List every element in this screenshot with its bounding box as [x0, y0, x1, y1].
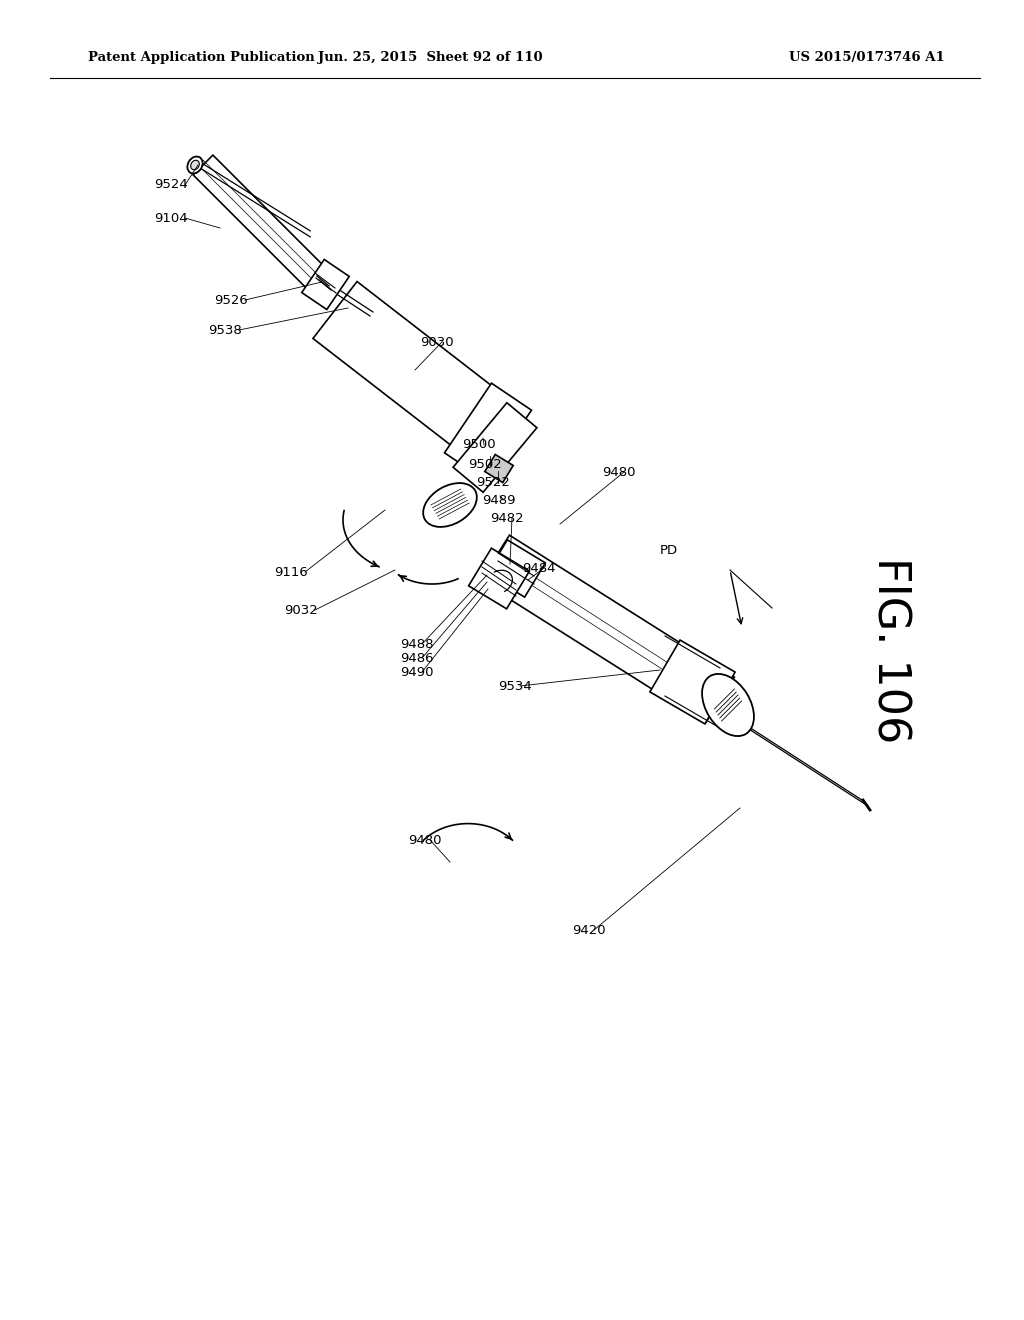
Text: 9480: 9480 — [602, 466, 636, 479]
Text: 9484: 9484 — [522, 561, 555, 574]
Text: 9538: 9538 — [208, 323, 242, 337]
Text: 9482: 9482 — [490, 511, 523, 524]
Polygon shape — [650, 640, 735, 723]
Text: 9534: 9534 — [498, 680, 531, 693]
Text: 9104: 9104 — [155, 211, 188, 224]
Text: 9420: 9420 — [572, 924, 605, 936]
Text: 9032: 9032 — [285, 603, 318, 616]
Ellipse shape — [423, 483, 477, 527]
Text: 9526: 9526 — [214, 293, 248, 306]
Text: 9030: 9030 — [420, 335, 454, 348]
Text: 9522: 9522 — [476, 477, 510, 490]
Text: 9489: 9489 — [482, 494, 515, 507]
Polygon shape — [453, 403, 537, 492]
Ellipse shape — [702, 675, 754, 737]
Polygon shape — [480, 535, 734, 723]
Text: 9502: 9502 — [468, 458, 502, 471]
Ellipse shape — [190, 160, 200, 170]
Text: 9500: 9500 — [462, 438, 496, 451]
Text: Jun. 25, 2015  Sheet 92 of 110: Jun. 25, 2015 Sheet 92 of 110 — [317, 51, 543, 65]
Polygon shape — [484, 454, 513, 483]
Text: Patent Application Publication: Patent Application Publication — [88, 51, 314, 65]
Text: 9486: 9486 — [400, 652, 433, 664]
Text: US 2015/0173746 A1: US 2015/0173746 A1 — [790, 51, 945, 65]
Text: 9480: 9480 — [408, 833, 441, 846]
Text: PD: PD — [660, 544, 678, 557]
Text: 9524: 9524 — [155, 178, 188, 191]
Polygon shape — [302, 260, 349, 309]
Text: FIG. 106: FIG. 106 — [868, 557, 911, 743]
Polygon shape — [486, 540, 546, 597]
Text: 9490: 9490 — [400, 665, 433, 678]
Polygon shape — [444, 383, 531, 479]
Ellipse shape — [187, 157, 203, 173]
Text: 9116: 9116 — [274, 565, 308, 578]
Text: 9488: 9488 — [400, 638, 433, 651]
Polygon shape — [469, 548, 529, 609]
Polygon shape — [313, 281, 512, 458]
Polygon shape — [194, 156, 332, 294]
